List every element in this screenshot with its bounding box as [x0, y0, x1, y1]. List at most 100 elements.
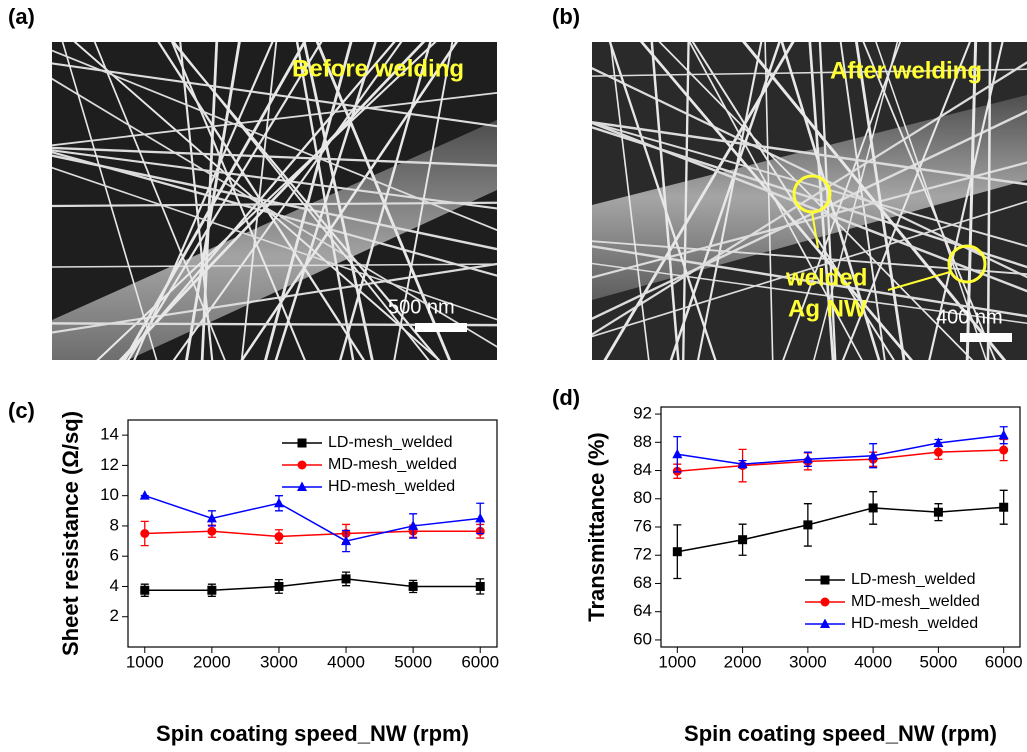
- legend-marker: [820, 575, 830, 585]
- nanowire: [697, 42, 763, 360]
- marker: [140, 529, 150, 538]
- x-tick-label: 5000: [919, 652, 957, 671]
- marker: [933, 507, 943, 517]
- x-tick-label: 3000: [260, 652, 298, 671]
- scale-label: 400 nm: [936, 306, 1003, 328]
- nanowire: [808, 42, 835, 360]
- nanowire: [609, 42, 650, 360]
- marker: [341, 535, 352, 546]
- scale-label: 500 nm: [388, 296, 455, 318]
- y-tick-label: 4: [110, 576, 119, 595]
- image-caption: Before welding: [292, 55, 464, 82]
- marker: [341, 574, 351, 584]
- y-tick-label: 68: [633, 573, 652, 592]
- marker: [139, 490, 150, 500]
- marker: [933, 437, 944, 447]
- annotation: Ag NW: [788, 295, 867, 322]
- arrow: [887, 271, 951, 291]
- nanowire: [855, 42, 906, 360]
- y-tick-label: 76: [633, 516, 652, 535]
- marker: [933, 447, 943, 457]
- marker: [868, 450, 879, 460]
- marker: [868, 503, 878, 513]
- y-tick-label: 6: [110, 546, 119, 565]
- marker: [140, 585, 150, 595]
- nanowire: [339, 42, 432, 360]
- nanowire: [52, 49, 497, 232]
- series-line: [144, 494, 481, 542]
- marker: [273, 497, 284, 508]
- x-tick-label: 2000: [724, 652, 762, 671]
- sem-image: [592, 42, 1027, 360]
- nanowire: [52, 166, 497, 321]
- nanowire: [639, 42, 914, 360]
- nanowire: [52, 149, 497, 210]
- nanowire: [592, 68, 1027, 77]
- marker: [207, 526, 217, 536]
- x-axis-label: Spin coating speed_NW (rpm): [156, 721, 469, 746]
- y-tick-label: 80: [633, 488, 652, 507]
- marker: [207, 585, 217, 595]
- plot-frame: [660, 406, 1021, 648]
- nanowire: [592, 161, 1027, 279]
- marker: [274, 581, 284, 591]
- marker: [998, 429, 1009, 440]
- nanowire: [603, 42, 795, 360]
- nanowire: [592, 240, 1027, 276]
- x-tick-label: 6000: [985, 652, 1023, 671]
- y-tick-label: 14: [100, 425, 119, 444]
- nanowire: [118, 42, 426, 360]
- series-line: [677, 434, 1004, 465]
- annotation: welded: [785, 264, 867, 291]
- legend-label: LD-mesh_welded: [328, 434, 453, 451]
- nanowire: [782, 42, 902, 360]
- legend-label: MD-mesh_welded: [328, 456, 457, 473]
- marker: [408, 581, 418, 591]
- nanowire: [592, 245, 1027, 318]
- panel-label: (d): [552, 385, 580, 410]
- nanowire: [172, 42, 403, 360]
- y-axis-label: Transmittance (%): [584, 432, 609, 622]
- y-tick-label: 8: [110, 515, 119, 534]
- arrow: [811, 211, 819, 249]
- nanowire: [862, 42, 997, 360]
- nanowire: [240, 42, 459, 360]
- marker: [408, 520, 419, 530]
- x-tick-label: 4000: [327, 652, 365, 671]
- marker: [672, 448, 683, 459]
- nanowire: [780, 42, 881, 360]
- nanowire: [274, 42, 377, 360]
- x-tick-label: 5000: [394, 652, 432, 671]
- legend-marker: [297, 438, 307, 448]
- legend-marker: [297, 481, 307, 491]
- x-tick-label: 3000: [789, 652, 827, 671]
- x-tick-label: 1000: [658, 652, 696, 671]
- x-tick-label: 2000: [193, 652, 231, 671]
- sem-image: [52, 42, 497, 360]
- scale-bar: [960, 333, 1012, 342]
- nanowire: [841, 42, 971, 360]
- x-tick-label: 6000: [461, 652, 499, 671]
- x-tick-label: 4000: [854, 652, 892, 671]
- y-tick-label: 88: [633, 432, 652, 451]
- nanowire: [172, 42, 430, 360]
- image-caption: After welding: [830, 57, 982, 84]
- series-line: [677, 506, 1004, 553]
- nanowire: [93, 42, 226, 360]
- nanowire: [764, 42, 774, 360]
- marker: [803, 520, 813, 530]
- legend-label: HD-mesh_welded: [851, 615, 978, 632]
- legend-marker: [820, 597, 830, 607]
- nanowire: [122, 42, 307, 360]
- panel-label: (c): [8, 398, 35, 423]
- series-line: [677, 449, 1004, 472]
- nanowire: [592, 120, 1027, 186]
- nanowire: [592, 121, 1027, 248]
- nanowire: [240, 42, 278, 360]
- panel-label: (a): [8, 4, 35, 29]
- nanowire: [592, 61, 1027, 336]
- nanowire: [127, 42, 323, 360]
- panel-label: (b): [552, 4, 580, 29]
- y-axis-label: Sheet resistance (Ω/sq): [58, 411, 83, 656]
